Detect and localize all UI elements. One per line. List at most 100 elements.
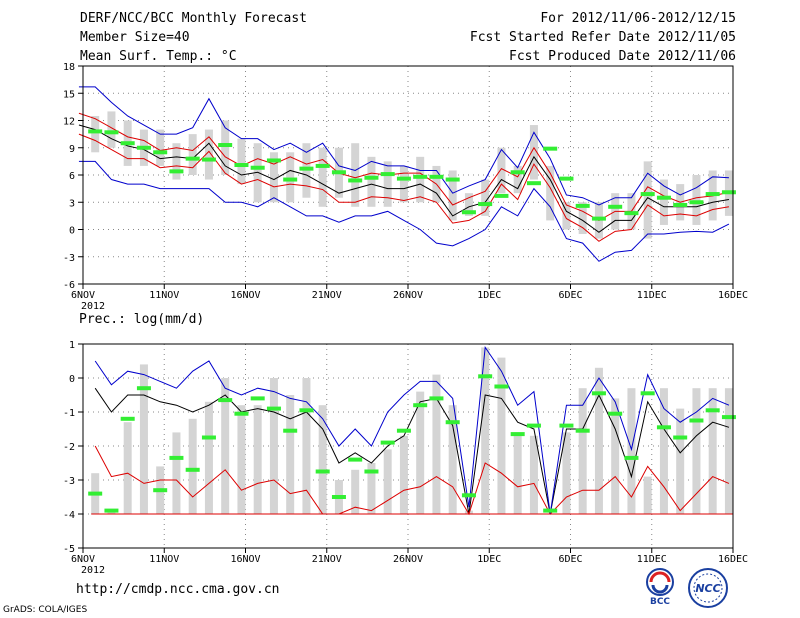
y-tick-label: 12 [63,117,75,128]
range-bar [464,193,473,216]
ensemble-marker [705,192,720,197]
ncc-logo: NCC [688,568,728,608]
ensemble-marker [429,396,444,401]
y-tick-label: 3 [69,198,75,209]
ensemble-marker [266,158,281,163]
ensemble-marker [396,176,411,181]
ensemble-marker [266,406,281,411]
ensemble-marker [250,165,265,170]
ensemble-marker [689,418,704,423]
range-bar [188,134,197,175]
ensemble-marker [624,211,639,216]
range-bar [659,179,668,225]
range-bar [204,129,213,180]
range-bar [529,125,538,180]
ensemble-marker [201,157,216,162]
range-bar [481,179,490,216]
range-bar [269,152,278,203]
ensemble-marker [299,166,314,171]
header-left: DERF/NCC/BCC Monthly Forecast Member Siz… [80,9,307,66]
ensemble-marker [348,178,363,183]
range-bar [497,147,506,194]
range-bar [399,165,408,203]
range-bar [562,432,571,514]
x-tick-label: 6NOV [71,290,95,301]
range-bar [448,405,457,514]
ensemble-marker [234,163,249,168]
x-year-label: 2012 [81,565,105,576]
ensemble-marker [559,423,574,428]
range-bar [594,367,603,514]
ensemble-marker [185,156,200,161]
range-bar [513,165,522,194]
range-bar [286,395,295,514]
ensemble-marker [478,202,493,207]
temp-frame [82,65,734,285]
ensemble-marker [705,408,720,413]
range-bar [204,401,213,514]
range-bar [286,152,295,203]
ensemble-marker [543,146,558,151]
x-tick-label: 21NOV [312,290,342,301]
ensemble-marker [559,176,574,181]
range-bar [708,388,717,514]
ensemble-marker [510,170,525,175]
forecast-period: For 2012/11/06-2012/12/15 [540,11,736,26]
range-bar [237,138,246,185]
ensemble-marker [689,200,704,205]
range-bar [351,143,360,207]
precip-panel-title: Prec.: log(mm/d) [79,312,204,327]
ensemble-marker [478,374,493,379]
ensemble-marker [673,202,688,207]
y-tick-label: -6 [63,280,75,291]
source-url[interactable]: http://cmdp.ncc.cma.gov.cn [76,582,280,597]
y-tick-label: -3 [63,476,75,487]
ensemble-marker [640,192,655,197]
range-bar [367,463,376,514]
ensemble-marker [88,129,103,134]
x-tick-label: 16NOV [230,290,260,301]
forecast-title: DERF/NCC/BCC Monthly Forecast [80,11,307,26]
range-bar [497,357,506,514]
y-tick-label: 1 [69,340,75,351]
y-tick-label: 6 [69,171,75,182]
range-bar [416,156,425,203]
x-tick-label: 16DEC [718,554,748,565]
range-bar [659,388,668,514]
ensemble-marker [315,163,330,168]
x-tick-label: 26NOV [393,290,423,301]
range-bar [172,143,181,180]
bcc-logo-text: BCC [650,597,670,606]
ensemble-marker [721,190,736,195]
range-bar [269,378,278,514]
x-tick-label: 11NOV [149,554,179,565]
ensemble-marker [640,391,655,396]
produced-date: Fcst Produced Date 2012/11/06 [509,49,736,64]
x-tick-label: 16NOV [230,554,260,565]
range-bar [107,111,116,148]
ensemble-marker [88,491,103,496]
x-tick-label: 1DEC [477,290,501,301]
ensemble-marker [494,384,509,389]
ensemble-marker [331,170,346,175]
ensemble-marker [396,428,411,433]
ensemble-marker [120,416,135,421]
ensemble-marker [526,423,541,428]
upper-envelope-line [78,86,729,206]
ensemble-marker [250,396,265,401]
range-bar [172,432,181,514]
ensemble-marker [526,181,541,186]
ensemble-marker [104,508,119,513]
upper-spread-line [78,112,730,221]
header-right: For 2012/11/06-2012/12/15 Fcst Started R… [470,9,736,66]
temp-panel: -6 -3 0 3 6 9 12 15 18 6NOV 11NOV 16NOV 21NOV 26NOV 1D… [63,62,748,312]
y-tick-label: 18 [63,62,75,73]
range-bar [448,170,457,221]
x-tick-label: 6NOV [71,554,95,565]
x-tick-label: 26NOV [393,554,423,565]
range-bar [399,435,408,514]
y-tick-label: -5 [63,544,75,555]
range-bar [221,378,230,514]
variable-label: Mean Surf. Temp.: °C [80,49,237,64]
